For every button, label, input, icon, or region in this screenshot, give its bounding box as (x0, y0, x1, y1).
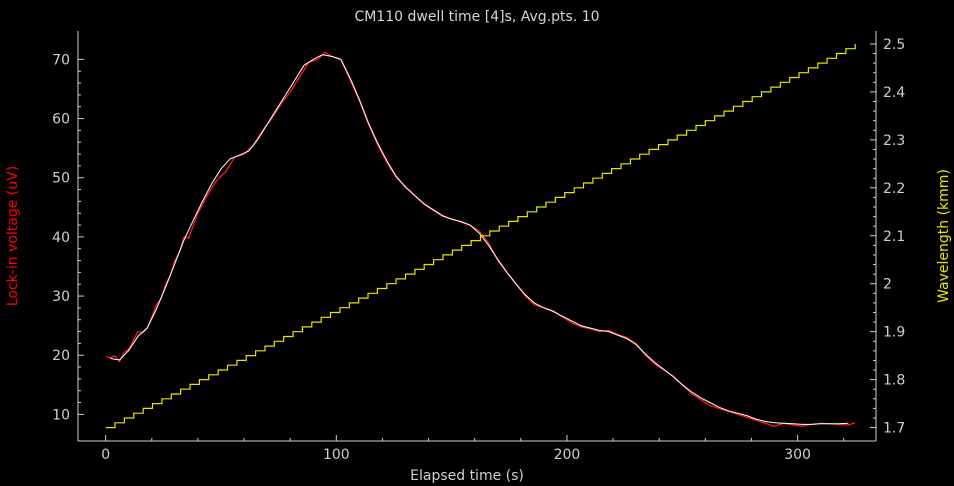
x-tick-label: 300 (784, 447, 811, 463)
left-y-tick-label: 70 (52, 52, 70, 68)
left-y-tick-label: 20 (52, 348, 70, 364)
x-tick-label: 0 (101, 447, 110, 463)
right-y-tick-label: 2.1 (883, 229, 905, 245)
right-y-tick-label: 2.2 (883, 181, 905, 197)
lockin-smoothed-series-line (110, 54, 849, 425)
x-tick-label: 200 (554, 447, 581, 463)
x-axis-ticks: 0 100 200 300 (101, 435, 845, 463)
series-layer (105, 43, 856, 429)
wavelength-series-line (105, 43, 856, 429)
left-y-tick-label: 10 (52, 407, 70, 423)
right-y-tick-label: 1.7 (883, 421, 905, 437)
right-y-tick-label: 1.8 (883, 373, 905, 389)
left-y-axis-ticks: 10 20 30 40 50 60 70 (52, 52, 84, 423)
right-y-axis-ticks: 1.7 1.8 1.9 2 2.1 2.2 2.3 2.4 2.5 (870, 37, 905, 437)
x-axis-label: Elapsed time (s) (410, 468, 524, 484)
left-y-tick-label: 40 (52, 230, 70, 246)
left-y-tick-label: 60 (52, 112, 70, 128)
right-y-axis-label: Wavelength (kmm) (936, 169, 952, 303)
right-y-tick-label: 2.3 (883, 133, 905, 149)
right-y-tick-label: 2 (883, 277, 892, 293)
lockin-raw-series-line (105, 51, 856, 427)
chart-title: CM110 dwell time [4]s, Avg.pts. 10 (354, 9, 599, 25)
left-y-tick-label: 50 (52, 171, 70, 187)
left-y-axis-label: Lock-in voltage (uV) (5, 166, 21, 306)
right-y-tick-label: 1.9 (883, 325, 905, 341)
x-tick-label: 100 (323, 447, 350, 463)
left-y-tick-label: 30 (52, 289, 70, 305)
right-y-tick-label: 2.4 (883, 85, 905, 101)
right-y-tick-label: 2.5 (883, 37, 905, 53)
